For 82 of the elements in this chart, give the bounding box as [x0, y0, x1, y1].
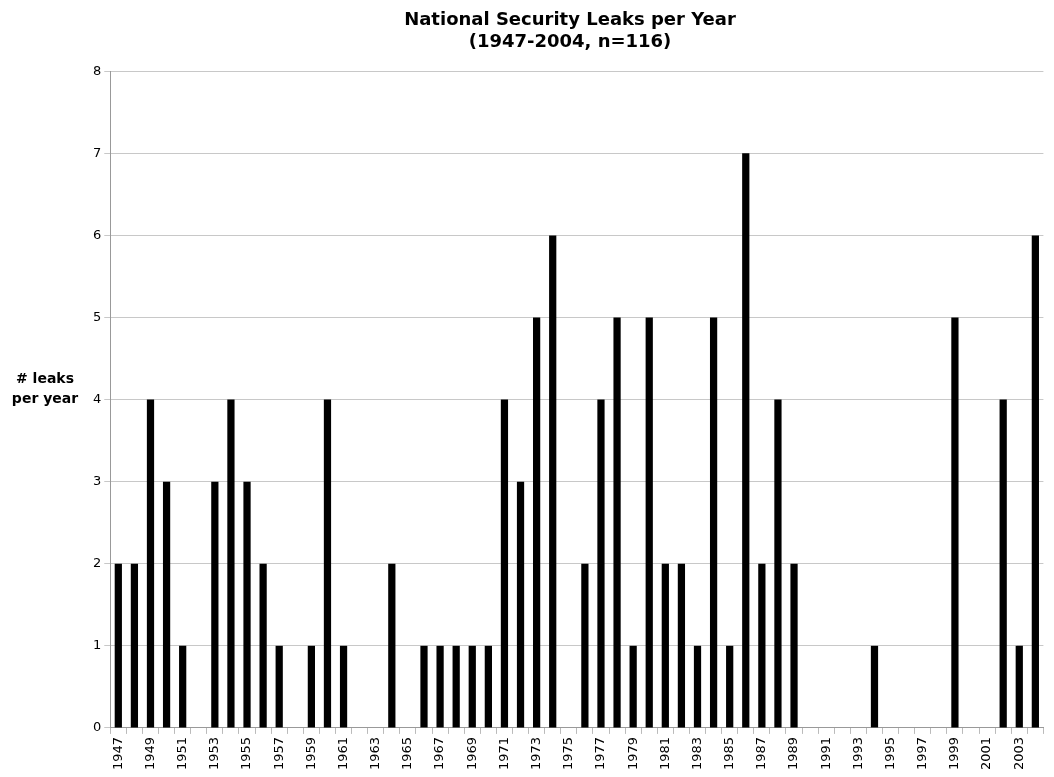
bar: [500, 399, 509, 728]
bar: [790, 563, 798, 728]
bar: [468, 645, 476, 728]
y-tick-label: 2: [92, 555, 102, 571]
y-tick-label: 1: [92, 637, 102, 653]
bar: [726, 645, 734, 728]
y-tick-label: 3: [92, 473, 102, 489]
x-tick-label: 1973: [527, 736, 543, 771]
x-tick-label: 1953: [206, 736, 222, 771]
x-tick-label: 1955: [238, 736, 254, 771]
bar: [162, 481, 171, 728]
bar: [388, 563, 396, 728]
x-tick-label: 1963: [367, 736, 383, 771]
x-tick-label: 1977: [592, 736, 608, 771]
x-tick-label: 1985: [721, 736, 737, 771]
y-tick-label: 0: [92, 719, 102, 735]
y-tick-label: 6: [92, 226, 102, 242]
bar: [549, 235, 557, 728]
bar: [114, 563, 122, 728]
x-tick-label: 1993: [849, 736, 865, 771]
x-tick-label: 1959: [302, 736, 318, 771]
bar: [677, 563, 686, 728]
x-tick-label: 1995: [881, 736, 897, 771]
bar: [452, 645, 460, 728]
x-tick-label: 1981: [656, 736, 672, 771]
bar: [323, 399, 332, 728]
bar: [146, 399, 155, 728]
bar: [275, 645, 283, 728]
x-tick-label: 1999: [946, 736, 962, 771]
bar: [436, 645, 444, 728]
bar: [179, 645, 187, 728]
x-tick-label: 1983: [688, 736, 704, 771]
bar: [742, 153, 750, 728]
bar: [130, 563, 139, 728]
x-tick-label: 1971: [495, 736, 511, 771]
bar: [758, 563, 766, 728]
y-axis-title: # leaks per year: [11, 370, 79, 407]
bar: [533, 317, 541, 728]
x-tick-label: 2003: [1010, 736, 1026, 771]
bar: [951, 317, 959, 728]
x-tick-label: 1975: [560, 736, 576, 771]
x-tick-label: 1947: [109, 736, 125, 771]
y-tick-label: 5: [92, 308, 102, 324]
x-tick-label: 1957: [270, 736, 286, 771]
x-tick-label: 1969: [463, 736, 479, 771]
x-tick-label: 1949: [141, 736, 157, 771]
y-tick-label: 8: [92, 62, 102, 78]
bar: [516, 481, 525, 728]
y-tick-label: 7: [92, 144, 102, 160]
bar: [211, 481, 219, 728]
x-tick-label: 1979: [624, 736, 640, 771]
x-tick-label: 1987: [753, 736, 769, 771]
x-tick-label: 1951: [174, 736, 190, 771]
x-tick-label: 1989: [785, 736, 801, 771]
bar: [597, 399, 605, 728]
bar: [999, 399, 1007, 728]
bar: [581, 563, 589, 728]
bar: [613, 317, 621, 728]
y-tick-label: 4: [92, 390, 102, 406]
bar: [661, 563, 669, 728]
bar: [693, 645, 702, 728]
x-tick-label: 1967: [431, 736, 447, 771]
bar: [243, 481, 251, 728]
bar: [709, 317, 718, 728]
chart-title: National Security Leaks per Year (1947-2004, n=116): [404, 8, 736, 52]
bar: [1015, 645, 1023, 728]
x-tick-label: 1961: [334, 736, 350, 771]
x-tick-label: 1997: [914, 736, 930, 771]
bar: [870, 645, 879, 728]
x-tick-label: 1991: [817, 736, 833, 771]
x-tick-label: 2001: [978, 736, 994, 771]
bar: [774, 399, 782, 728]
bar: [629, 645, 637, 728]
x-tick-label: 1965: [399, 736, 415, 771]
bar: [227, 399, 235, 728]
bar: [1031, 235, 1039, 728]
bar: [420, 645, 428, 728]
bar: [645, 317, 653, 728]
bar: [339, 645, 348, 728]
bar: [484, 645, 492, 728]
bar: [259, 563, 267, 728]
bar: [307, 645, 315, 728]
